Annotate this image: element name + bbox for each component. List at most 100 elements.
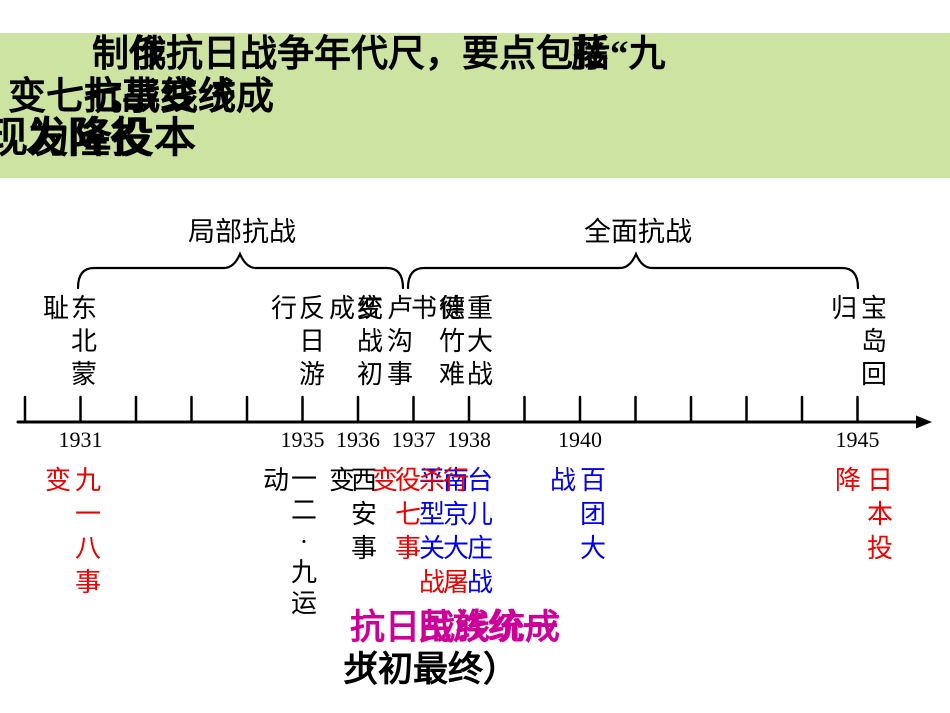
phase-label-full: 全面抗战	[584, 217, 692, 247]
event-column-below-14: 日本投	[866, 464, 894, 566]
title-line-2-layer-1: 发隆役	[26, 116, 153, 162]
event-column-below-13: 降	[834, 464, 862, 498]
title-line-0-layer-1: 俄	[129, 34, 166, 75]
event-char: 难	[438, 360, 465, 389]
event-char: 岛	[860, 327, 887, 356]
brace-full-resistance	[406, 251, 860, 290]
event-char: 事	[350, 534, 377, 563]
event-char: 九	[74, 466, 101, 495]
title-line-0-layer-2: 藤	[571, 34, 608, 75]
event-column-above-9: 重大战	[466, 292, 494, 391]
event-char: 京	[442, 500, 469, 529]
event-char: 型	[418, 500, 445, 529]
event-char: 游	[298, 360, 325, 389]
footer-line-0-layer-0: 抗日战线统成	[350, 608, 561, 647]
overlay-char: 杀	[418, 466, 445, 495]
event-char: 初	[356, 360, 383, 389]
event-char: 平杀	[418, 464, 446, 498]
phase-label-partial: 局部抗战	[188, 217, 296, 247]
event-column-above-10: 归	[830, 292, 858, 325]
event-column-below-1: 九一八事	[74, 464, 102, 600]
event-column-below-4: 变	[328, 464, 356, 498]
event-column-above-11: 宝岛回	[860, 292, 888, 391]
axis-arrowhead	[916, 415, 932, 429]
event-char: 回	[860, 360, 887, 389]
event-char: 事	[74, 568, 101, 597]
event-char: 宝	[860, 294, 887, 323]
footer-line-1-layer-1: （	[343, 650, 379, 689]
title-line-1-layer-0: 变七七事变统成	[8, 76, 275, 118]
title-line-0-layer-0: 制作抗日战争年代尺，要点包括“九	[92, 34, 666, 75]
event-char: 运	[290, 589, 317, 618]
event-char: 变	[371, 466, 398, 495]
event-column-below-5: 西安事	[350, 464, 378, 566]
event-char: 耻	[42, 294, 69, 323]
event-char: 团	[579, 500, 606, 529]
event-column-below-0: 变	[44, 464, 72, 498]
event-char: 战	[418, 568, 445, 597]
event-char: 书	[410, 294, 437, 323]
event-column-below-2: 动	[262, 464, 290, 498]
event-column-above-6: 卢沟事	[386, 292, 414, 391]
event-column-above-0: 耻	[42, 292, 70, 325]
event-char: 反	[298, 294, 325, 323]
event-char: 德健	[438, 294, 465, 323]
event-column-below-7: 役七事	[394, 464, 422, 566]
event-char: 一	[74, 500, 101, 529]
event-char: 台	[466, 466, 493, 495]
event-char: 统变	[356, 294, 383, 323]
event-char: 大	[579, 534, 606, 563]
event-char: 动	[262, 466, 289, 495]
event-char: ·	[299, 527, 309, 556]
event-char: 战	[356, 327, 383, 356]
event-char: 百	[579, 466, 606, 495]
event-char: 日	[298, 327, 325, 356]
overlay-char: 变	[356, 294, 383, 323]
event-char: 关	[418, 534, 445, 563]
event-char: 庄	[466, 534, 493, 563]
event-column-below-3: 一二 · 九运	[290, 464, 318, 619]
event-column-below-6: 变	[371, 464, 399, 498]
event-char: 降	[834, 466, 861, 495]
year-label-1937: 1937	[391, 427, 436, 452]
event-char: 西	[350, 466, 377, 495]
event-char: 七	[394, 500, 421, 529]
event-column-below-9: 南行京大屠	[442, 464, 470, 600]
year-label-1936: 1936	[336, 427, 380, 452]
event-char: 卢	[386, 294, 413, 323]
year-label-1940: 1940	[558, 427, 602, 452]
event-char: 二	[290, 496, 317, 525]
event-char: 战	[466, 360, 493, 389]
event-column-above-4: 成	[328, 292, 356, 325]
event-column-above-5: 统变战初	[356, 292, 384, 391]
event-char: 事	[386, 360, 413, 389]
brace-partial-resistance	[76, 251, 405, 290]
event-char: 变	[328, 466, 355, 495]
event-column-below-10: 台儿庄战	[466, 464, 494, 600]
event-char: 屠	[442, 568, 469, 597]
event-char: 归	[830, 294, 857, 323]
event-char: 役	[394, 466, 421, 495]
event-char: 重	[466, 294, 493, 323]
event-char: 一	[290, 465, 317, 494]
event-char: 成	[328, 294, 355, 323]
title-line-2-layer-0: 现为降投本	[0, 116, 197, 162]
event-char: 蒙	[70, 360, 97, 389]
event-column-below-11: 战	[549, 464, 577, 498]
event-char: 东	[70, 294, 97, 323]
event-char: 变	[44, 466, 71, 495]
year-label-1935: 1935	[280, 427, 325, 452]
event-char: 大	[466, 327, 493, 356]
event-column-below-8: 平杀型关战	[418, 464, 446, 600]
event-column-above-7: 书	[410, 292, 438, 325]
event-char: 竹	[438, 327, 465, 356]
overlay-char: 行	[442, 466, 469, 495]
event-column-above-8: 德健竹难	[438, 292, 466, 391]
event-char: 事	[394, 534, 421, 563]
footer-line-0-layer-1: 民族统一	[418, 608, 559, 647]
event-column-above-3: 反日游	[298, 292, 326, 391]
event-char: 北	[70, 327, 97, 356]
title-banner	[0, 33, 950, 178]
event-char: 本	[866, 500, 893, 529]
